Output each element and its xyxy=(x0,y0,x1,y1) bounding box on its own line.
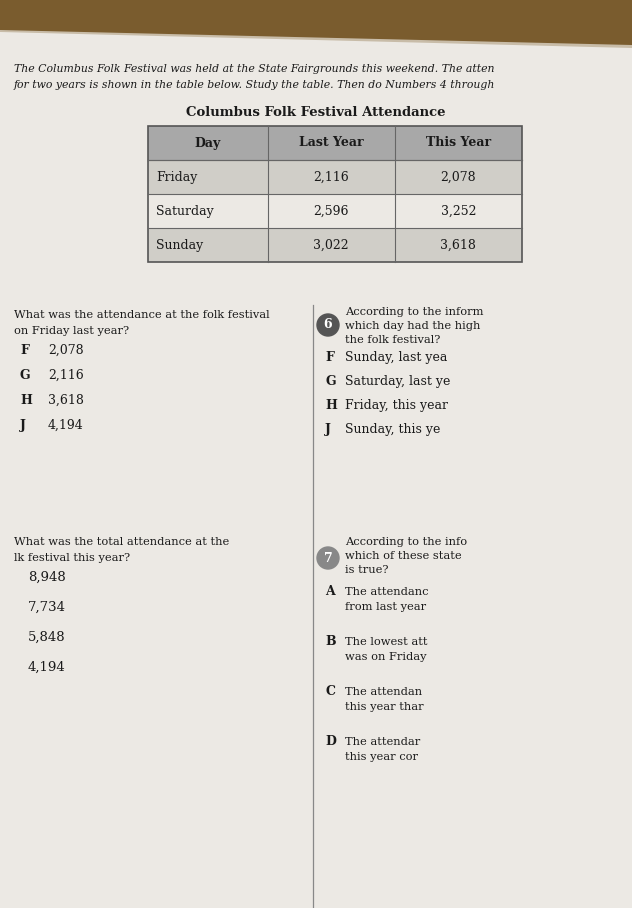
Text: 2,116: 2,116 xyxy=(48,369,84,382)
Text: H: H xyxy=(325,399,337,412)
Text: H: H xyxy=(20,394,32,407)
Text: According to the info: According to the info xyxy=(345,537,467,547)
Text: the folk festival?: the folk festival? xyxy=(345,335,441,345)
Text: lk festival this year?: lk festival this year? xyxy=(14,553,130,563)
Text: from last year: from last year xyxy=(345,602,426,612)
Text: G: G xyxy=(325,375,336,388)
Polygon shape xyxy=(0,0,632,45)
Text: Saturday, last ye: Saturday, last ye xyxy=(345,375,451,388)
Text: 2,596: 2,596 xyxy=(313,204,349,218)
Circle shape xyxy=(317,314,339,336)
Text: 2,116: 2,116 xyxy=(313,171,349,183)
Text: is true?: is true? xyxy=(345,565,389,575)
Text: 7: 7 xyxy=(324,551,332,565)
Text: J: J xyxy=(20,419,26,432)
Text: 4,194: 4,194 xyxy=(28,661,66,674)
Circle shape xyxy=(317,547,339,569)
Text: D: D xyxy=(325,735,336,748)
Text: 6: 6 xyxy=(324,319,332,331)
Text: 2,078: 2,078 xyxy=(48,344,83,357)
Text: Friday, this year: Friday, this year xyxy=(345,399,448,412)
FancyBboxPatch shape xyxy=(148,228,522,262)
Text: 4,194: 4,194 xyxy=(48,419,84,432)
Text: on Friday last year?: on Friday last year? xyxy=(14,326,129,336)
Text: which day had the high: which day had the high xyxy=(345,321,480,331)
Text: 3,252: 3,252 xyxy=(441,204,476,218)
Text: Day: Day xyxy=(195,136,221,150)
Text: According to the inform: According to the inform xyxy=(345,307,483,317)
Text: Sunday: Sunday xyxy=(156,239,204,252)
Text: 8,948: 8,948 xyxy=(28,571,66,584)
Text: Friday: Friday xyxy=(156,171,197,183)
Text: Saturday: Saturday xyxy=(156,204,214,218)
Text: 2,078: 2,078 xyxy=(441,171,477,183)
Text: The attendan: The attendan xyxy=(345,687,422,697)
Text: What was the attendance at the folk festival: What was the attendance at the folk fest… xyxy=(14,310,270,320)
Text: F: F xyxy=(325,351,334,364)
Text: this year cor: this year cor xyxy=(345,752,418,762)
FancyBboxPatch shape xyxy=(148,160,522,194)
Text: F: F xyxy=(20,344,29,357)
Polygon shape xyxy=(0,32,632,908)
Text: The lowest att: The lowest att xyxy=(345,637,427,647)
Text: Last Year: Last Year xyxy=(299,136,363,150)
FancyBboxPatch shape xyxy=(148,194,522,228)
Text: 5,848: 5,848 xyxy=(28,631,66,644)
Text: this year thar: this year thar xyxy=(345,702,423,712)
Text: 3,618: 3,618 xyxy=(441,239,477,252)
Text: 3,022: 3,022 xyxy=(313,239,349,252)
Text: J: J xyxy=(325,423,331,436)
Text: What was the total attendance at the: What was the total attendance at the xyxy=(14,537,229,547)
Text: 7,734: 7,734 xyxy=(28,601,66,614)
Text: A: A xyxy=(325,585,335,598)
Text: Sunday, this ye: Sunday, this ye xyxy=(345,423,441,436)
Text: for two years is shown in the table below. Study the table. Then do Numbers 4 th: for two years is shown in the table belo… xyxy=(14,80,495,90)
Text: C: C xyxy=(325,685,335,698)
FancyBboxPatch shape xyxy=(148,126,522,160)
Text: which of these state: which of these state xyxy=(345,551,461,561)
Text: Sunday, last yea: Sunday, last yea xyxy=(345,351,447,364)
Text: was on Friday: was on Friday xyxy=(345,652,427,662)
Text: 3,618: 3,618 xyxy=(48,394,84,407)
Text: The attendanc: The attendanc xyxy=(345,587,428,597)
Text: Columbus Folk Festival Attendance: Columbus Folk Festival Attendance xyxy=(186,106,446,119)
Text: B: B xyxy=(325,635,336,648)
Text: The Columbus Folk Festival was held at the State Fairgrounds this weekend. The a: The Columbus Folk Festival was held at t… xyxy=(14,64,494,74)
Text: The attendar: The attendar xyxy=(345,737,420,747)
Text: This Year: This Year xyxy=(426,136,491,150)
Text: G: G xyxy=(20,369,30,382)
